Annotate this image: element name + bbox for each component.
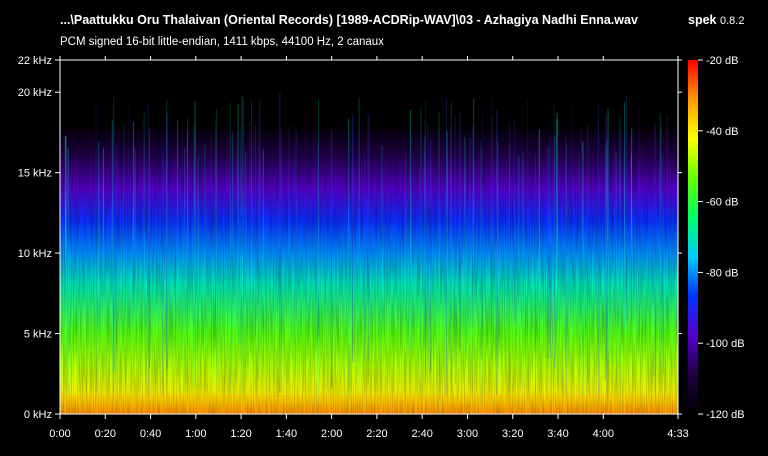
time-tick-label: 4:33: [667, 428, 688, 440]
app-name: spek 0.8.2: [688, 13, 744, 27]
time-tick-label: 1:00: [185, 428, 206, 440]
frequency-tick-label: 20 kHz: [18, 87, 52, 99]
time-tick-label: 2:40: [411, 428, 432, 440]
time-tick-label: 3:40: [547, 428, 568, 440]
frequency-tick-label: 10 kHz: [18, 248, 52, 260]
time-tick-label: 3:20: [502, 428, 523, 440]
db-tick-label: -80 dB: [706, 267, 738, 279]
db-tick-label: -100 dB: [706, 338, 745, 350]
app-name-label: spek: [688, 13, 717, 27]
spectrogram: [59, 59, 679, 415]
spectrogram-texture: [60, 60, 678, 414]
color-scale-ticks: -20 dB -40 dB -60 dB -80 dB -100 dB -120 dB: [698, 55, 745, 421]
time-tick-label: 2:20: [366, 428, 387, 440]
db-tick-label: -20 dB: [706, 55, 738, 67]
time-axis: 0:00 0:20 0:40 1:00 1:20 1:40 2:00 2:20 2:40 3:00…: [49, 56, 689, 440]
db-tick-label: -40 dB: [706, 126, 738, 138]
time-tick-label: 0:00: [49, 428, 70, 440]
db-tick-label: -60 dB: [706, 197, 738, 209]
time-tick-label: 1:20: [230, 428, 251, 440]
frequency-tick-label: 15 kHz: [18, 168, 52, 180]
frequency-axis: 0 kHz 5 kHz 10 kHz 15 kHz 20 kHz 22 kHz: [18, 55, 682, 421]
time-tick-label: 4:00: [593, 428, 614, 440]
frequency-tick-label: 0 kHz: [24, 409, 52, 421]
time-tick-label: 2:00: [321, 428, 342, 440]
app-version: 0.8.2: [719, 15, 745, 27]
time-tick-label: 0:20: [95, 428, 116, 440]
time-tick-label: 1:40: [276, 428, 297, 440]
db-tick-label: -120 dB: [706, 409, 745, 421]
frequency-tick-label: 5 kHz: [24, 329, 52, 341]
file-title: ...\Paattukku Oru Thalaivan (Oriental Re…: [60, 13, 638, 27]
color-scale: -20 dB -40 dB -60 dB -80 dB -100 dB -120 dB: [688, 55, 745, 421]
stream-info: PCM signed 16-bit little-endian, 1411 kb…: [60, 36, 384, 48]
time-tick-label: 0:40: [140, 428, 161, 440]
frequency-tick-label: 22 kHz: [18, 55, 52, 67]
color-scale-bar: [688, 60, 698, 414]
time-tick-label: 3:00: [457, 428, 478, 440]
spectrogram-frame: [59, 59, 679, 415]
